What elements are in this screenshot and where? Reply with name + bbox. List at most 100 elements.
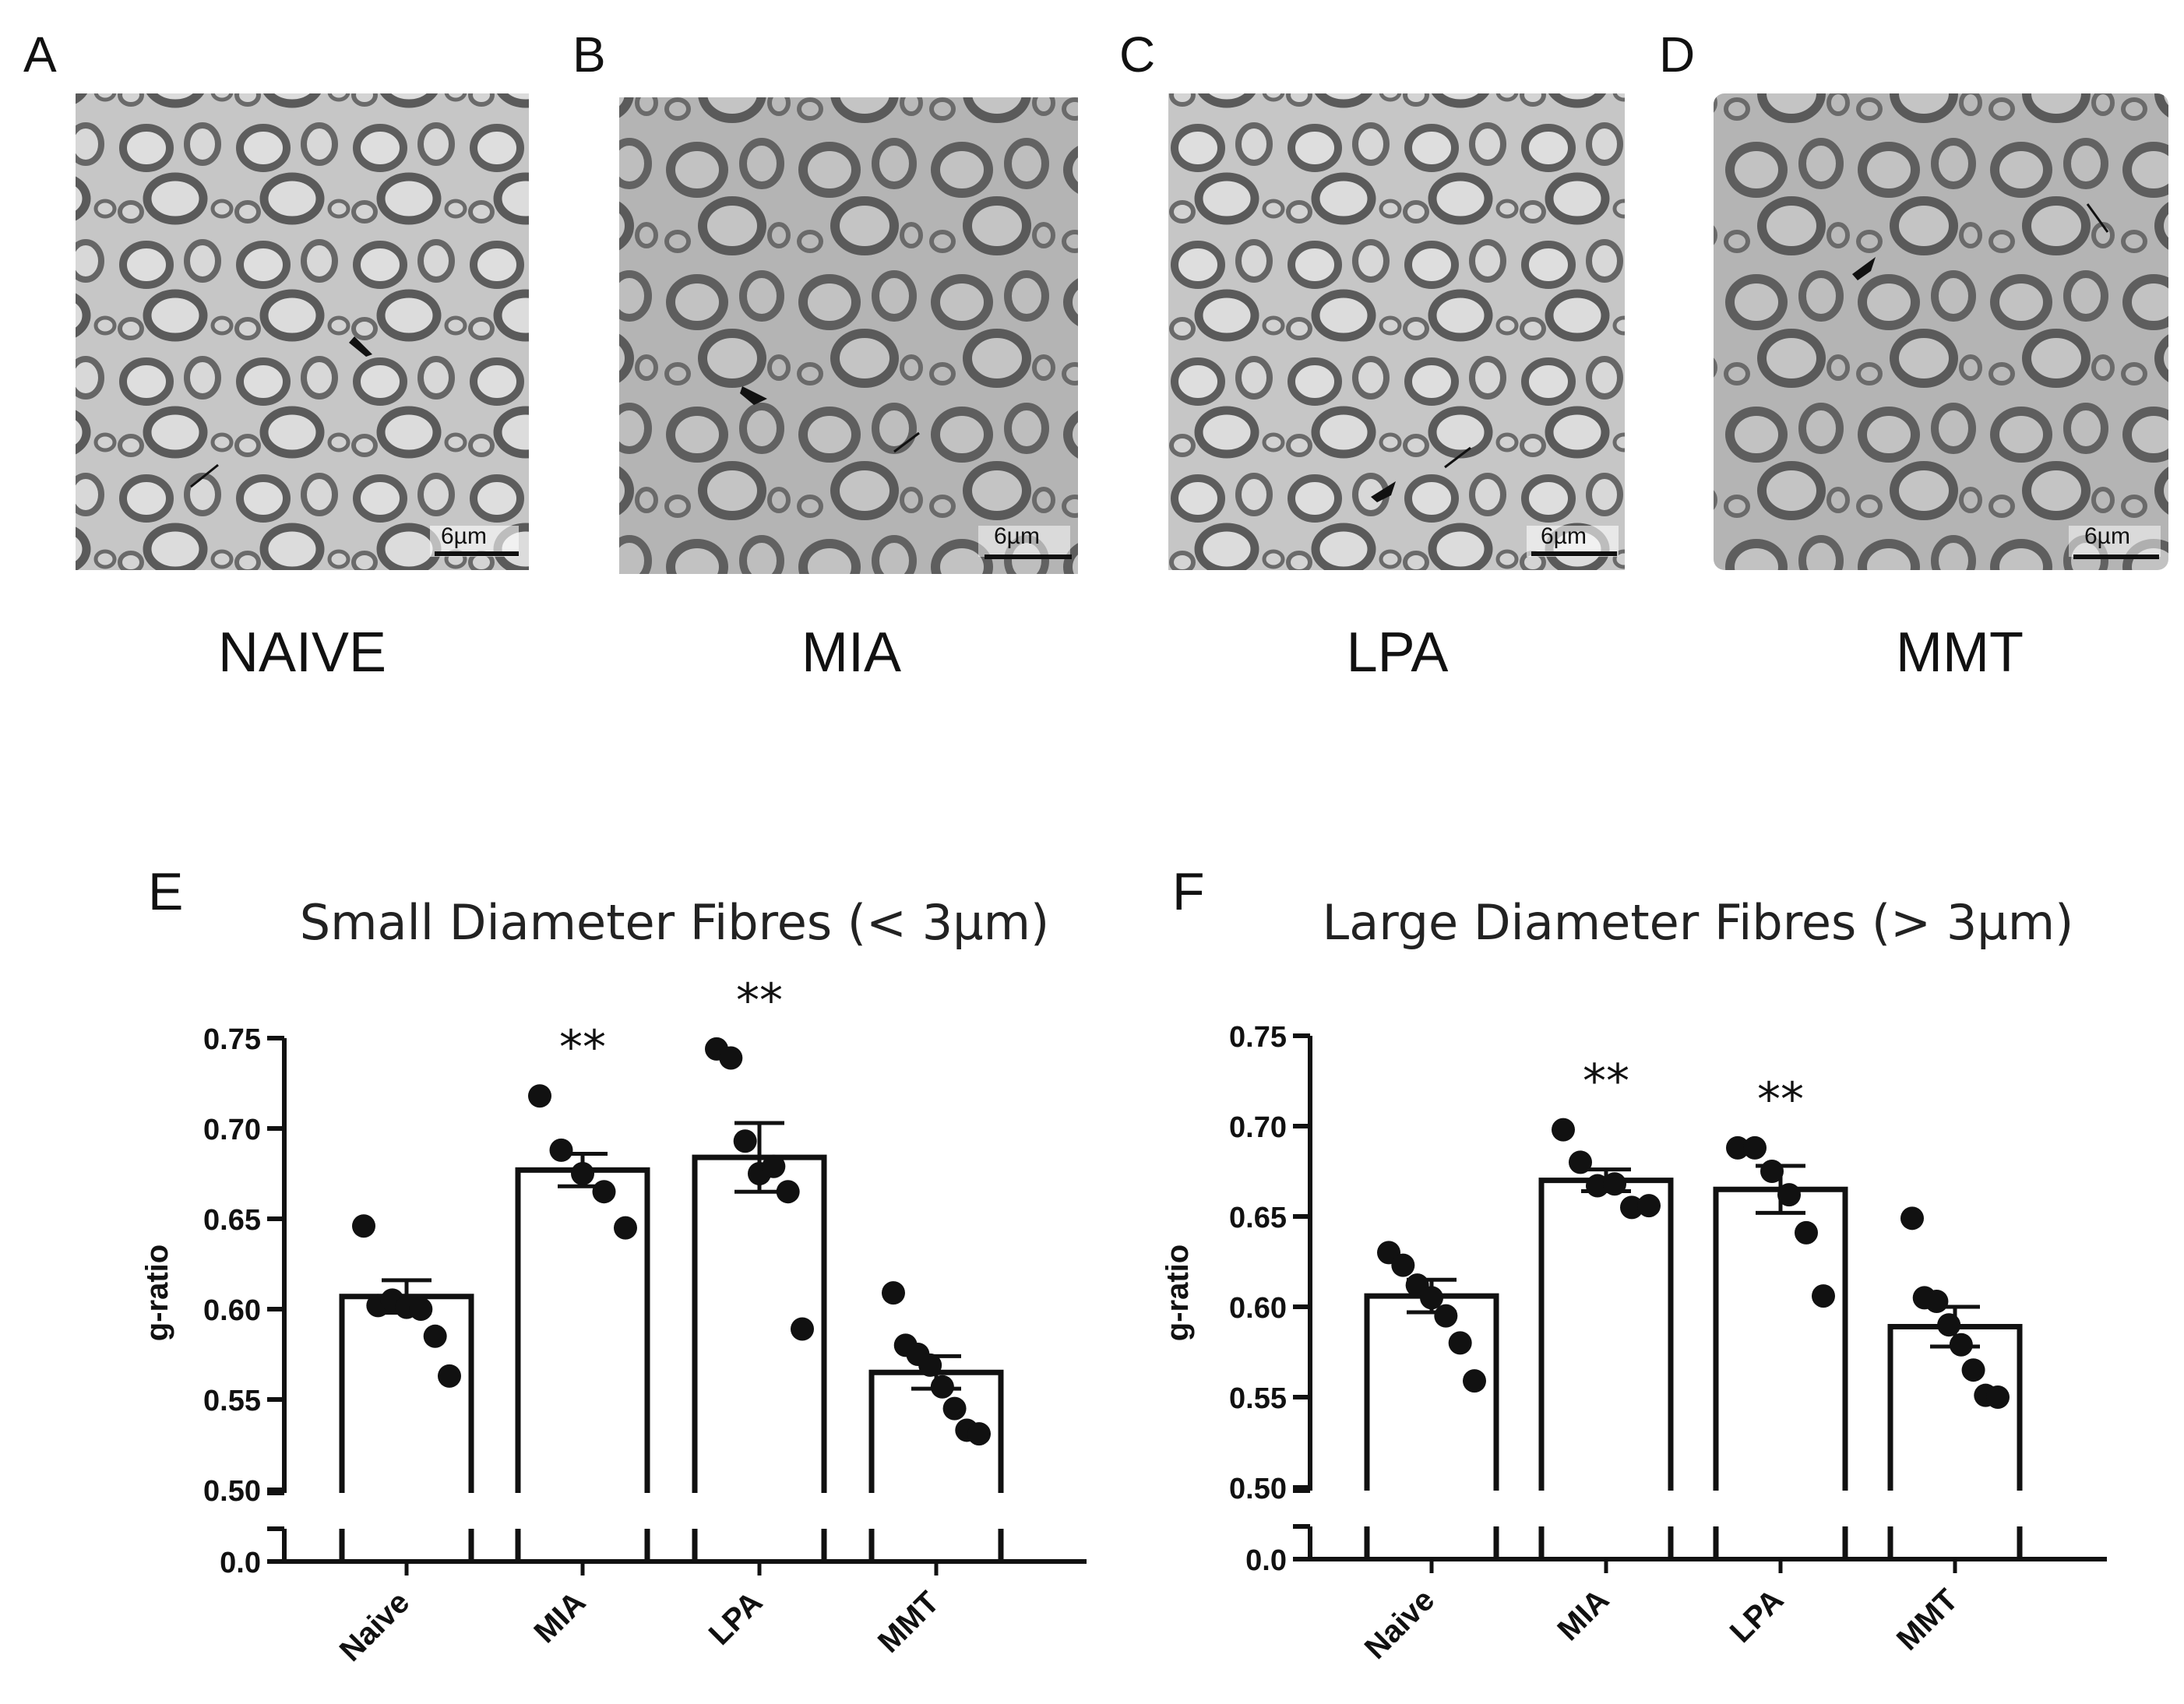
arrow-large-icon — [740, 386, 767, 405]
micrograph-image-lpa — [1168, 93, 1625, 570]
arrow-small-icon — [190, 463, 219, 488]
data-point — [352, 1214, 375, 1238]
arrow-large-icon — [1852, 257, 1876, 280]
data-point — [1937, 1313, 1961, 1337]
arrow-small-icon — [1444, 446, 1471, 469]
y-tick-label: 0.50 — [203, 1475, 261, 1508]
y-tick-label: 0.65 — [1229, 1202, 1287, 1234]
data-point — [1949, 1333, 1973, 1357]
arrow-small-icon — [893, 431, 920, 453]
data-point — [1743, 1135, 1767, 1160]
scale-bar-label-b: 6µm — [994, 523, 1040, 549]
data-point — [1760, 1160, 1784, 1183]
y-tick-label: 0.55 — [203, 1385, 261, 1417]
data-point — [423, 1324, 447, 1348]
bar — [1538, 1178, 1674, 1491]
arrow-large-icon — [349, 336, 372, 357]
data-point — [1391, 1253, 1415, 1277]
data-point — [438, 1364, 461, 1388]
data-point — [1961, 1358, 1985, 1382]
data-point — [762, 1154, 786, 1178]
significance-label: ** — [736, 973, 783, 1028]
x-tick-label: MMT — [872, 1585, 946, 1660]
group-label-naive: NAIVE — [218, 621, 386, 684]
group-label-mia: MIA — [801, 621, 901, 684]
scale-bar-label-d: 6µm — [2084, 523, 2130, 549]
data-point — [409, 1297, 433, 1321]
data-point — [571, 1162, 594, 1185]
bar — [1713, 1186, 1848, 1491]
micrograph-image-mmt — [1714, 93, 2168, 570]
y-tick-label: 0.0 — [1245, 1544, 1287, 1577]
data-point — [592, 1180, 616, 1204]
y-tick-label: 0.75 — [203, 1023, 261, 1056]
panel-letter-a: A — [23, 26, 57, 83]
micrograph-image-mia — [619, 97, 1078, 574]
bar — [339, 1294, 474, 1493]
micrograph-a: A 6µm NAIVE — [23, 26, 529, 684]
x-tick-label: LPA — [1724, 1583, 1791, 1649]
data-point — [1603, 1172, 1626, 1196]
x-tick-label: MIA — [1551, 1583, 1615, 1647]
group-label-lpa: LPA — [1347, 621, 1449, 684]
y-tick-label: 0.50 — [1229, 1473, 1287, 1505]
y-tick-label: 0.60 — [1229, 1292, 1287, 1325]
data-point — [549, 1138, 573, 1162]
significance-label: ** — [559, 1020, 606, 1075]
data-point — [930, 1375, 954, 1399]
x-tick-label: Naive — [333, 1585, 417, 1668]
bar — [1364, 1293, 1499, 1491]
data-point — [776, 1180, 800, 1204]
data-point — [918, 1353, 942, 1377]
data-point — [1434, 1304, 1458, 1328]
data-point — [1925, 1290, 1949, 1314]
data-point — [1569, 1150, 1592, 1174]
scale-bar-c — [1531, 551, 1617, 556]
micrograph-b: B 6µm MIA — [572, 26, 1078, 684]
data-point — [1795, 1220, 1818, 1245]
y-axis-label-small: g-ratio — [140, 1245, 174, 1341]
chart-title-small: Small Diameter Fibres (< 3µm) — [300, 894, 1049, 951]
data-point — [791, 1317, 814, 1341]
x-tick-label: MIA — [527, 1585, 592, 1649]
significance-label: ** — [1583, 1054, 1629, 1109]
y-tick-label: 0.65 — [203, 1204, 261, 1237]
panel-letter-e: E — [148, 862, 183, 921]
data-point — [1637, 1194, 1661, 1218]
data-point — [1586, 1174, 1609, 1198]
scale-bar-b — [985, 555, 1072, 559]
y-tick-label: 0.60 — [203, 1294, 261, 1327]
y-axis-label-large: g-ratio — [1161, 1245, 1195, 1341]
x-tick-label: MMT — [1890, 1583, 1965, 1657]
data-point — [1420, 1286, 1443, 1310]
data-point — [1986, 1385, 2010, 1409]
scale-bar-label-a: 6µm — [441, 523, 487, 549]
data-point — [967, 1422, 991, 1446]
data-point — [1812, 1284, 1835, 1308]
chart-small-fibres: E Small Diameter Fibres (< 3µm) g-ratio … — [140, 862, 1087, 1668]
data-point — [528, 1084, 551, 1108]
data-point — [719, 1046, 743, 1070]
data-point — [882, 1281, 905, 1305]
data-point — [1552, 1118, 1575, 1142]
scale-bar-d — [2073, 555, 2159, 559]
group-label-mmt: MMT — [1896, 621, 2024, 684]
panel-letter-b: B — [572, 26, 606, 83]
data-point — [614, 1216, 637, 1240]
data-point — [1448, 1331, 1472, 1355]
data-point — [1726, 1135, 1749, 1160]
data-point — [1777, 1183, 1801, 1207]
significance-label: ** — [1757, 1072, 1804, 1127]
y-tick-label: 0.70 — [1229, 1111, 1287, 1144]
micrograph-c: C 6µm LPA — [1119, 26, 1625, 684]
data-point — [942, 1396, 967, 1421]
data-point — [1620, 1195, 1643, 1220]
scale-bar-a — [435, 551, 519, 556]
y-tick-label: 0.55 — [1229, 1382, 1287, 1415]
micrograph-d: D 6µm MMT — [1659, 26, 2168, 684]
arrow-large-icon — [1371, 481, 1396, 502]
y-tick-label: 0.0 — [220, 1547, 261, 1579]
x-tick-label: LPA — [703, 1585, 770, 1652]
scale-bar-label-c: 6µm — [1541, 523, 1587, 549]
